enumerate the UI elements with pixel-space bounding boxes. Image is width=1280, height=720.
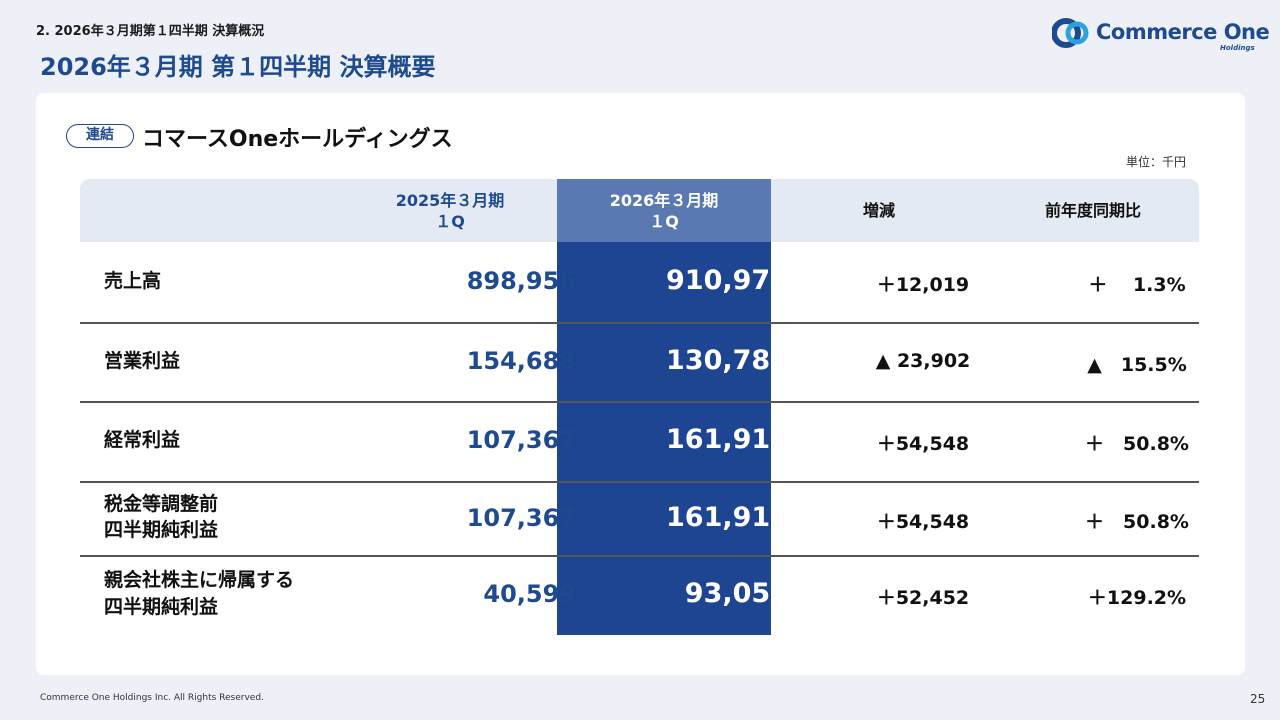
header-current-period: 2026年３月期 １Q: [557, 179, 771, 242]
unit-label: 単位：千円: [1126, 155, 1187, 169]
breadcrumb: 2. 2026年３月期第１四半期 決算概況: [36, 24, 265, 39]
summary-card: 連結 コマースOneホールディングス 単位：千円 2025年３月期 １Q 202…: [36, 93, 1245, 675]
yoy-value: ▲ 15.5%: [1087, 354, 1187, 376]
row-label-line2: 四半期純利益: [104, 596, 219, 618]
logo-subtext: Holdings: [1220, 44, 1255, 52]
row-label: 営業利益: [104, 350, 181, 372]
row-label: 売上高: [104, 270, 162, 292]
yoy-value: ＋129.2%: [1087, 587, 1187, 609]
consolidated-tag: 連結: [66, 124, 134, 148]
logo-text: Commerce One: [1096, 20, 1270, 44]
change-value: ＋54,548: [876, 433, 970, 455]
table-row-pretax-income: 税金等調整前 四半期純利益 107,367 161,915 ＋54,548 ＋ …: [80, 482, 1199, 555]
row-divider: [80, 322, 1199, 324]
page-number: 25: [1250, 692, 1266, 706]
prev-value: 107,367: [466, 504, 576, 532]
change-value: ＋52,452: [876, 587, 970, 609]
prev-value: 898,956: [466, 267, 576, 295]
header-prev-line1: 2025年３月期: [395, 190, 505, 210]
row-label-line2: 四半期純利益: [104, 519, 219, 541]
current-value: 910,975: [666, 265, 789, 296]
change-value: ＋12,019: [876, 274, 970, 296]
prev-value: 154,688: [466, 347, 576, 375]
current-period-highlight: [557, 179, 771, 635]
header-yoy-label: 前年度同期比: [1044, 201, 1141, 220]
header-prev-period: 2025年３月期 １Q: [350, 179, 550, 242]
table-row-net-income: 親会社株主に帰属する 四半期純利益 40,599 93,051 ＋52,452 …: [80, 556, 1199, 635]
company-logo: Commerce One Holdings: [1052, 14, 1270, 54]
header-change: 増減: [771, 179, 987, 242]
current-period-header-bg: [557, 179, 771, 242]
header-prev-line2: １Q: [435, 211, 465, 231]
row-label-line1: 税金等調整前: [104, 493, 219, 515]
row-divider: [80, 555, 1199, 557]
row-label: 経常利益: [104, 429, 181, 451]
yoy-value: ＋ 50.8%: [1085, 511, 1189, 533]
company-name: コマースOneホールディングス: [142, 127, 453, 152]
row-label-line1: 親会社株主に帰属する: [104, 569, 295, 591]
yoy-value: ＋ 50.8%: [1085, 433, 1189, 455]
yoy-value: ＋ 1.3%: [1088, 274, 1186, 296]
current-value: 161,915: [666, 502, 789, 533]
current-value: 161,915: [666, 424, 789, 455]
header-change-label: 増減: [862, 201, 895, 220]
table-row-ordinary-income: 経常利益 107,367 161,915 ＋54,548 ＋ 50.8%: [80, 402, 1199, 481]
current-value: 93,051: [684, 578, 789, 609]
change-value: ＋54,548: [876, 511, 970, 533]
logo-mark-icon: [1052, 18, 1089, 48]
row-divider: [80, 401, 1199, 403]
copyright-text: Commerce One Holdings Inc. All Rights Re…: [40, 693, 264, 703]
header-yoy: 前年度同期比: [987, 179, 1199, 242]
current-value: 130,786: [666, 345, 789, 376]
page-title: 2026年３月期 第１四半期 決算概要: [40, 53, 436, 81]
row-divider: [80, 481, 1199, 483]
prev-value: 40,599: [483, 580, 576, 608]
header-cur-line2: １Q: [649, 211, 679, 231]
table-row-revenue: 売上高 898,956 910,975 ＋12,019 ＋ 1.3%: [80, 242, 1199, 322]
prev-value: 107,367: [466, 426, 576, 454]
change-value: ▲ 23,902: [875, 350, 971, 372]
table-row-operating-income: 営業利益 154,688 130,786 ▲ 23,902 ▲ 15.5%: [80, 323, 1199, 402]
header-cur-line1: 2026年３月期: [609, 190, 719, 210]
